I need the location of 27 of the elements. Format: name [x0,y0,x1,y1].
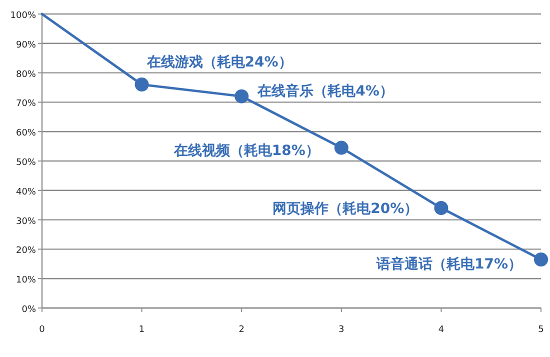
y-tick-label: 0% [22,305,36,315]
annotation: 网页操作（耗电20%） [272,201,418,218]
y-tick-label: 50% [16,158,36,168]
annotation: 在线游戏（耗电24%） [146,54,292,71]
x-tick-label: 0 [39,325,46,335]
annotation: 语音通话（耗电17%） [375,255,522,272]
y-tick-label: 100% [10,11,36,21]
x-tick-label: 1 [138,325,145,335]
x-tick-label: 5 [538,325,544,335]
y-tick-label: 80% [16,70,36,80]
point [334,140,348,155]
point [534,252,548,266]
point [434,201,448,216]
annotation: 在线视频（耗电18%） [172,142,320,159]
point [134,78,149,92]
y-tick-label: 20% [16,246,36,256]
y-tick-label: 60% [16,128,36,139]
point [234,89,249,104]
annotation: 在线音乐（耗电4%） [256,82,394,100]
y-tick-label: 70% [16,99,36,110]
x-tick-label: 2 [238,325,244,335]
x-tick-label: 3 [338,325,344,335]
y-tick-label: 40% [16,187,36,198]
y-tick-label: 30% [16,216,36,227]
y-tick-label: 90% [16,40,36,50]
x-tick-label: 4 [438,325,444,335]
y-tick-label: 10% [16,276,36,286]
